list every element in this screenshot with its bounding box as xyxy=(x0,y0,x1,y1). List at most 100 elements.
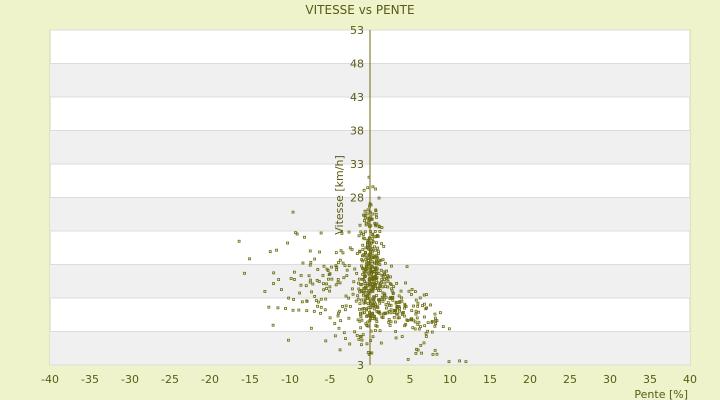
data-point xyxy=(371,278,375,282)
data-point xyxy=(351,292,355,296)
data-point xyxy=(388,304,391,307)
data-point xyxy=(371,185,375,189)
data-point xyxy=(395,281,399,285)
data-point xyxy=(362,290,366,294)
data-point xyxy=(287,338,290,342)
data-point xyxy=(387,318,391,321)
data-point xyxy=(369,302,373,306)
data-point xyxy=(336,261,340,264)
data-point xyxy=(363,298,367,302)
data-point xyxy=(429,303,432,307)
data-point xyxy=(355,272,359,275)
data-point xyxy=(318,250,322,254)
data-point xyxy=(414,298,418,302)
data-point xyxy=(366,241,370,245)
data-point xyxy=(366,297,370,300)
x-tick-label: -20 xyxy=(201,373,219,386)
data-point xyxy=(366,208,370,212)
data-point xyxy=(360,338,364,342)
data-point xyxy=(345,274,349,278)
data-point xyxy=(373,245,376,249)
data-point xyxy=(371,289,375,293)
data-point xyxy=(365,289,369,292)
data-point xyxy=(433,348,437,352)
data-point xyxy=(358,250,362,254)
data-point xyxy=(369,339,373,343)
x-tick-label: 20 xyxy=(523,373,537,386)
data-point xyxy=(397,294,401,298)
data-point xyxy=(373,230,377,233)
data-point xyxy=(294,231,297,235)
data-point xyxy=(359,313,362,317)
data-point xyxy=(348,246,352,250)
chart-title: VITESSE vs PENTE xyxy=(305,3,414,17)
x-tick-label: 5 xyxy=(407,373,414,386)
data-point xyxy=(272,271,276,275)
data-point xyxy=(378,312,382,316)
data-point xyxy=(357,234,361,238)
data-point xyxy=(304,284,308,288)
data-point xyxy=(372,304,376,308)
data-point xyxy=(366,284,369,288)
data-point xyxy=(396,312,400,316)
data-point xyxy=(319,311,322,315)
data-point xyxy=(328,289,332,293)
data-point xyxy=(418,296,422,300)
y-tick-label: 33 xyxy=(350,158,364,171)
data-point xyxy=(403,324,407,328)
data-point xyxy=(385,306,388,310)
data-point xyxy=(362,301,366,305)
x-tick-label: 40 xyxy=(683,373,697,386)
data-point xyxy=(359,326,363,330)
data-point xyxy=(383,311,387,315)
data-point xyxy=(361,273,365,276)
data-point xyxy=(384,303,388,307)
data-point xyxy=(324,339,328,343)
data-point xyxy=(350,248,354,251)
data-point xyxy=(385,269,388,273)
data-point xyxy=(386,276,390,280)
data-point xyxy=(417,327,421,331)
data-point xyxy=(372,261,376,265)
data-point xyxy=(374,317,378,321)
data-point xyxy=(374,274,377,278)
data-point xyxy=(365,342,369,346)
data-point xyxy=(374,279,378,282)
data-point xyxy=(341,251,345,255)
data-point xyxy=(307,274,311,278)
data-point xyxy=(345,268,349,272)
data-point xyxy=(369,282,372,285)
data-point xyxy=(358,311,362,315)
data-point xyxy=(371,281,375,285)
data-point xyxy=(267,305,271,309)
data-point xyxy=(374,248,377,252)
data-point xyxy=(360,258,364,261)
data-point xyxy=(416,304,420,308)
data-point xyxy=(407,289,411,293)
data-point xyxy=(319,297,323,301)
data-point xyxy=(338,281,342,285)
data-point xyxy=(339,249,343,253)
data-point xyxy=(342,331,346,335)
data-point xyxy=(433,312,437,316)
data-point xyxy=(395,305,399,309)
data-point xyxy=(316,268,320,271)
data-point xyxy=(321,274,325,277)
data-point xyxy=(314,299,318,302)
data-point xyxy=(368,299,372,303)
data-point xyxy=(424,332,428,335)
data-point xyxy=(330,277,334,281)
data-point xyxy=(337,311,340,315)
data-point xyxy=(383,278,386,281)
data-point xyxy=(433,316,437,320)
data-point xyxy=(309,260,313,264)
data-point xyxy=(426,329,430,333)
data-point xyxy=(289,277,293,280)
data-point xyxy=(367,241,371,244)
data-point xyxy=(392,311,396,315)
data-point xyxy=(328,316,332,320)
data-point xyxy=(361,248,365,252)
data-point xyxy=(386,285,390,289)
data-point xyxy=(292,278,296,281)
data-point xyxy=(379,341,383,345)
